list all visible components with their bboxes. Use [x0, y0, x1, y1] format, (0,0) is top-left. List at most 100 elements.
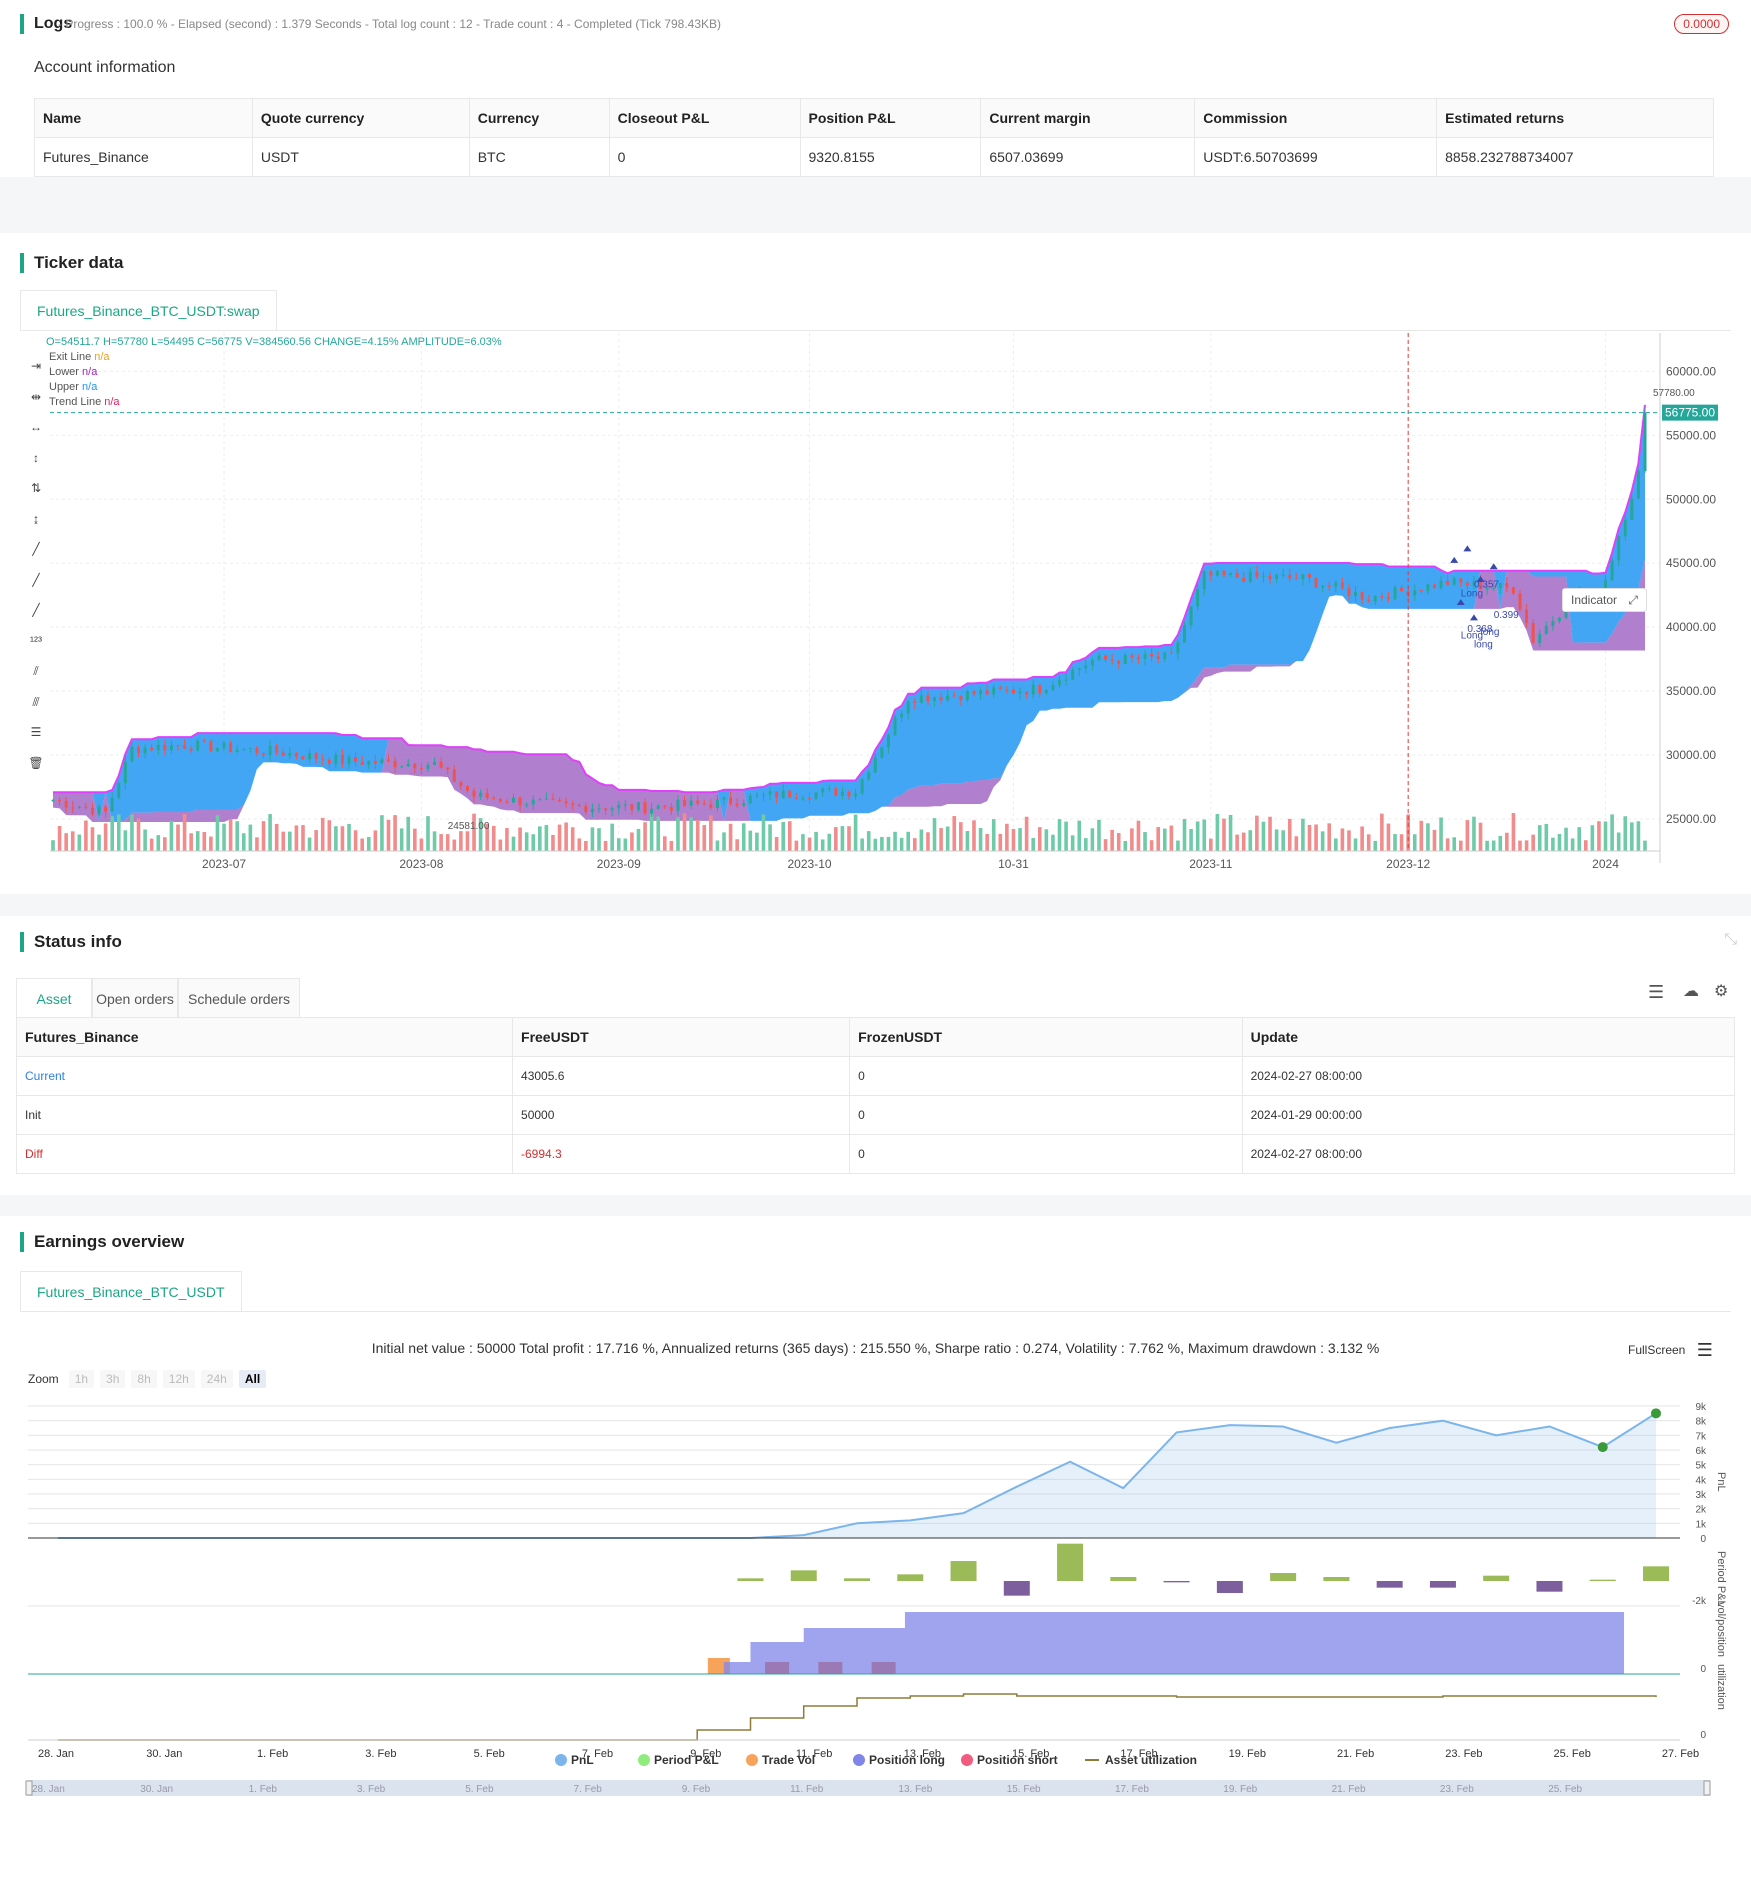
vertical-segment-icon[interactable]: ↨: [33, 511, 39, 526]
zoom-bar: Zoom 1h 3h 8h 12h 24h All: [28, 1370, 267, 1388]
volume-bar: [465, 831, 470, 851]
legend-item[interactable]: Asset utilization: [1105, 1753, 1197, 1767]
candle: [90, 807, 94, 815]
price-chart[interactable]: 60000.00 55000.00 50000.00 45000.00 40000.00…: [40, 333, 1750, 903]
x-tick-label: 23. Feb: [1445, 1748, 1482, 1760]
volume-bar: [1610, 814, 1614, 851]
column-header: Currency: [468, 98, 610, 138]
time-tick-label: 10-31: [998, 857, 1029, 871]
price-label-icon[interactable]: ¹²³: [30, 633, 42, 648]
zoom-option-12h[interactable]: 12h: [162, 1370, 195, 1388]
tab-divider: [20, 1311, 1731, 1312]
volume-bar: [847, 826, 851, 851]
zoom-option-1h[interactable]: 1h: [68, 1370, 95, 1388]
volume-bar: [959, 822, 963, 851]
volume-bar: [1452, 837, 1457, 851]
parallel-channel-icon[interactable]: ⫽: [33, 664, 39, 678]
horizontal-line-icon[interactable]: ⇥: [30, 359, 42, 373]
fib-icon[interactable]: ⫻: [32, 694, 40, 709]
collapse-icon[interactable]: ⤡: [1724, 931, 1737, 948]
horizontal-segment-icon[interactable]: ↔: [30, 420, 42, 434]
zoom-option-8h[interactable]: 8h: [131, 1370, 157, 1388]
layers-icon[interactable]: ☰: [30, 725, 42, 739]
candle: [610, 808, 614, 811]
logs-badge[interactable]: 0.0000: [1674, 14, 1729, 34]
nav-tick-label: 25. Feb: [1548, 1784, 1582, 1795]
menu-icon[interactable]: ☰: [1696, 1340, 1713, 1360]
candle: [926, 695, 930, 702]
candle: [373, 760, 377, 764]
tab-ticker-symbol[interactable]: Futures_Binance_BTC_USDT:swap: [20, 290, 277, 330]
tab-asset[interactable]: Asset: [16, 978, 92, 1018]
candle: [643, 802, 647, 814]
candle: [248, 747, 252, 749]
candle: [722, 797, 726, 800]
ray-line-icon[interactable]: ╱: [32, 572, 40, 587]
column-header: Name: [34, 98, 253, 138]
trend-line-icon[interactable]: ╱: [32, 542, 40, 556]
candle: [255, 747, 259, 753]
candle: [1393, 587, 1397, 600]
volume-bar: [1432, 829, 1437, 851]
earnings-chart[interactable]: 9k 8k 7k 6k 5k 4k 3k 2k 1k 0 PnL -2k Period P&L 0 vol/…: [0, 1396, 1751, 1856]
volume-bar: [399, 828, 404, 851]
extended-line-icon[interactable]: ╱: [32, 603, 40, 617]
expand-icon[interactable]: ⤢: [1628, 593, 1638, 607]
legend-item[interactable]: Period P&L: [654, 1753, 719, 1767]
horizontal-ray-icon[interactable]: ⇹: [30, 389, 42, 404]
zoom-option-All[interactable]: All: [238, 1370, 267, 1388]
candle: [1386, 597, 1390, 600]
candle: [110, 797, 114, 812]
gear-icon[interactable]: ⚙: [1714, 983, 1729, 1000]
trash-icon[interactable]: 🗑: [28, 755, 44, 770]
volume-bar: [1373, 840, 1378, 851]
zoom-option-24h[interactable]: 24h: [200, 1370, 233, 1388]
table-row: Futures_Binance USDT BTC 0 9320.8155 6507.036…: [34, 137, 1714, 177]
pnl-tick-label: 2k: [1695, 1505, 1707, 1516]
volume-bar: [1459, 840, 1463, 851]
navigator-handle-right[interactable]: [1703, 1780, 1711, 1796]
volume-bar: [972, 820, 976, 851]
candle: [1307, 574, 1311, 578]
volume-bar: [426, 816, 430, 851]
candle: [1031, 684, 1035, 695]
volume-bar: [241, 833, 246, 851]
pnl-tick-label: 9k: [1695, 1402, 1707, 1413]
vertical-ray-icon[interactable]: ⇅: [30, 481, 42, 495]
indicator-button[interactable]: Indicator ⤢: [1562, 588, 1647, 612]
volume-bar: [840, 826, 845, 851]
volume-bar: [1294, 836, 1299, 851]
volume-bar: [1347, 830, 1351, 851]
volume-bar: [1116, 833, 1121, 851]
candle: [669, 807, 673, 811]
legend-item[interactable]: Trade Vol: [762, 1753, 815, 1767]
candle: [584, 805, 588, 813]
tab-schedule-orders[interactable]: Schedule orders: [178, 978, 300, 1018]
volume-bar: [643, 822, 647, 851]
candle: [485, 792, 489, 799]
candle: [117, 783, 121, 798]
candle: [518, 797, 522, 806]
volume-bar: [182, 813, 187, 851]
fullscreen-button[interactable]: FullScreen ☰: [1628, 1340, 1713, 1361]
legend-item[interactable]: Position short: [977, 1753, 1058, 1767]
tab-open-orders[interactable]: Open orders: [92, 978, 178, 1018]
table-cell: USDT:6.50703699: [1194, 137, 1438, 177]
candle: [387, 759, 391, 761]
vertical-line-icon[interactable]: ↕: [33, 450, 39, 465]
table-row: Current 43005.6 0 2024-02-27 08:00:00: [15, 1056, 1736, 1096]
volume-bar: [597, 828, 601, 851]
volume-bar: [1261, 821, 1266, 851]
legend-item[interactable]: PnL: [571, 1753, 594, 1767]
candle: [1222, 570, 1226, 575]
candle: [564, 801, 568, 804]
legend-item[interactable]: Position long: [869, 1753, 945, 1767]
tab-earnings-symbol[interactable]: Futures_Binance_BTC_USDT: [20, 1271, 242, 1311]
volume-bar: [603, 840, 608, 851]
list-icon[interactable]: ☰: [1648, 982, 1665, 1002]
navigator-handle-left[interactable]: [25, 1780, 33, 1796]
cloud-download-icon[interactable]: ☁: [1683, 983, 1699, 1000]
zoom-option-3h[interactable]: 3h: [100, 1370, 126, 1388]
navigator[interactable]: [28, 1780, 1710, 1796]
candle: [1051, 685, 1055, 691]
